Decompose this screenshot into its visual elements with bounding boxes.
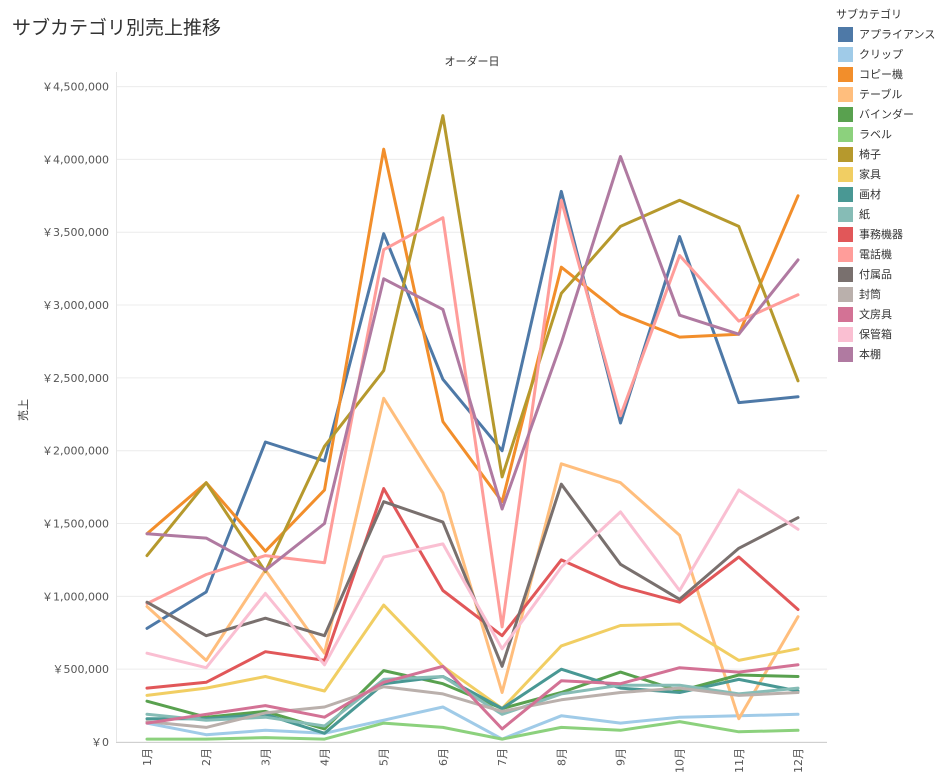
series-line-14[interactable] <box>145 663 800 731</box>
legend-label: 画材 <box>859 188 881 201</box>
legend-item[interactable]: 家具 <box>836 164 939 184</box>
legend-label: アプライアンス <box>859 28 936 41</box>
x-tick-label: 7月 <box>496 748 509 766</box>
legend-swatch <box>838 26 853 42</box>
legend-swatch <box>838 306 853 322</box>
series-line-5[interactable] <box>145 720 800 741</box>
series-line-6[interactable] <box>145 114 800 574</box>
legend-item[interactable]: バインダー <box>836 104 939 124</box>
x-tick-label: 11月 <box>733 748 746 773</box>
legend-label: 電話機 <box>859 248 892 261</box>
legend-item[interactable]: 電話機 <box>836 244 939 264</box>
legend-item[interactable]: 封筒 <box>836 284 939 304</box>
legend-label: 付属品 <box>859 268 892 281</box>
y-axis-ticks: ￥0 ￥500,000 ￥1,000,000 ￥1,500,000 ￥2,000,000… <box>42 81 109 749</box>
x-tick-label: 3月 <box>259 748 272 766</box>
legend-item[interactable]: コピー機 <box>836 64 939 84</box>
series-line-15[interactable] <box>145 488 800 670</box>
legend-swatch <box>838 126 853 142</box>
series-line-10[interactable] <box>145 487 800 690</box>
column-header: オーダー日 <box>445 54 500 68</box>
legend-swatch <box>838 66 853 82</box>
y-tick-label: ￥4,000,000 <box>42 153 109 166</box>
x-tick-label: 5月 <box>378 748 391 766</box>
grid-lines <box>116 72 827 743</box>
x-tick-label: 8月 <box>555 748 568 766</box>
legend-label: クリップ <box>859 48 903 61</box>
legend-swatch <box>838 286 853 302</box>
y-tick-label: ￥500,000 <box>53 663 110 676</box>
series-line-7[interactable] <box>145 603 800 710</box>
legend-swatch <box>838 206 853 222</box>
legend-item[interactable]: 紙 <box>836 204 939 224</box>
legend-swatch <box>838 346 853 362</box>
x-tick-label: 1月 <box>141 748 154 766</box>
legend-swatch <box>838 266 853 282</box>
legend-label: ラベル <box>859 128 892 141</box>
legend-swatch <box>838 326 853 342</box>
legend: サブカテゴリ アプライアンス クリップコピー機テーブルバインダーラベル椅子家具画材… <box>836 6 939 364</box>
legend-item[interactable]: テーブル <box>836 84 939 104</box>
x-tick-label: 2月 <box>200 748 213 766</box>
chart-title: サブカテゴリ別売上推移 <box>12 17 222 39</box>
y-axis-label: 売上 <box>17 399 30 421</box>
legend-swatch <box>838 186 853 202</box>
series-lines <box>145 114 800 741</box>
line-chart: ￥0 ￥500,000 ￥1,000,000 ￥1,500,000 ￥2,000,000… <box>17 54 827 773</box>
legend-label: 保管箱 <box>859 328 892 341</box>
legend-item[interactable]: クリップ <box>836 44 939 64</box>
legend-label: 文房具 <box>859 308 892 321</box>
legend-label: 封筒 <box>859 288 881 301</box>
legend-item[interactable]: 本棚 <box>836 344 939 364</box>
legend-swatch <box>838 146 853 162</box>
legend-item[interactable]: 事務機器 <box>836 224 939 244</box>
y-tick-label: ￥1,500,000 <box>42 518 109 531</box>
legend-label: テーブル <box>859 88 903 101</box>
y-tick-label: ￥3,500,000 <box>42 226 109 239</box>
y-tick-label: ￥2,000,000 <box>42 445 109 458</box>
y-tick-label: ￥2,500,000 <box>42 372 109 385</box>
legend-label: バインダー <box>859 108 914 121</box>
legend-swatch <box>838 166 853 182</box>
series-line-9[interactable] <box>145 675 800 728</box>
legend-label: 椅子 <box>859 148 881 161</box>
x-axis-ticks: 1月 2月 3月 4月 5月 6月 7月 8月 9月 10月 11月 12月 <box>141 748 805 773</box>
y-tick-label: ￥0 <box>91 736 109 749</box>
legend-label: 紙 <box>859 208 870 221</box>
y-tick-label: ￥3,000,000 <box>42 299 109 312</box>
series-line-13[interactable] <box>145 685 800 729</box>
x-tick-label: 4月 <box>319 748 332 766</box>
legend-item[interactable]: 保管箱 <box>836 324 939 344</box>
legend-label: 事務機器 <box>859 228 903 241</box>
legend-title: サブカテゴリ <box>836 8 902 21</box>
x-tick-label: 6月 <box>437 748 450 766</box>
series-line-1[interactable] <box>145 705 800 741</box>
legend-swatch <box>838 106 853 122</box>
series-line-11[interactable] <box>145 198 800 629</box>
legend-swatch <box>838 46 853 62</box>
legend-swatch <box>838 226 853 242</box>
legend-items: アプライアンス クリップコピー機テーブルバインダーラベル椅子家具画材紙事務機器電話… <box>836 24 939 364</box>
y-tick-label: ￥1,000,000 <box>42 590 109 603</box>
legend-item[interactable]: 文房具 <box>836 304 939 324</box>
legend-item[interactable]: アプライアンス <box>836 24 939 44</box>
x-tick-label: 10月 <box>674 748 687 773</box>
x-tick-label: 12月 <box>792 748 805 773</box>
legend-label: 家具 <box>859 168 881 181</box>
y-tick-label: ￥4,500,000 <box>42 81 109 94</box>
legend-swatch <box>838 246 853 262</box>
legend-label: 本棚 <box>859 348 881 361</box>
legend-label: コピー機 <box>859 68 903 81</box>
series-line-16[interactable] <box>145 155 800 572</box>
series-line-12[interactable] <box>145 482 800 668</box>
legend-swatch <box>838 86 853 102</box>
series-line-2[interactable] <box>145 147 800 553</box>
legend-item[interactable]: 付属品 <box>836 264 939 284</box>
legend-item[interactable]: 椅子 <box>836 144 939 164</box>
x-tick-label: 9月 <box>614 748 627 766</box>
legend-item[interactable]: ラベル <box>836 124 939 144</box>
legend-item[interactable]: 画材 <box>836 184 939 204</box>
